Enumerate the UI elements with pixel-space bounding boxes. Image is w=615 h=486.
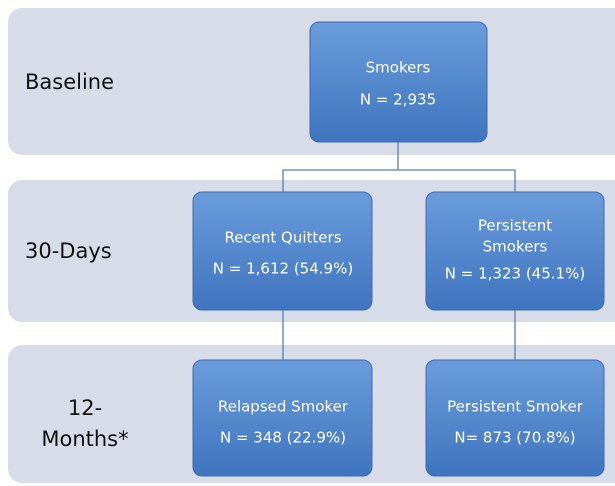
node-title: Persistent — [478, 217, 552, 235]
node-count: N = 1,323 (45.1%) — [445, 265, 585, 283]
node-title: Smokers — [366, 59, 431, 77]
node-title: Smokers — [483, 238, 548, 256]
node-title: Persistent Smoker — [447, 398, 584, 416]
row-label: Months* — [41, 427, 128, 451]
row-label: 12- — [68, 396, 102, 420]
node — [425, 191, 605, 311]
node — [425, 359, 605, 477]
node — [192, 191, 373, 311]
connector — [282, 142, 516, 192]
row-label: 30-Days — [25, 239, 112, 263]
node-title: Relapsed Smoker — [218, 398, 349, 416]
node-count: N= 873 (70.8%) — [454, 429, 575, 447]
node-title: Recent Quitters — [224, 229, 341, 247]
node-count: N = 2,935 — [360, 91, 436, 109]
node — [309, 21, 488, 143]
node — [192, 359, 373, 477]
row-label: Baseline — [25, 70, 114, 94]
node-count: N = 1,612 (54.9%) — [213, 260, 353, 278]
node-count: N = 348 (22.9%) — [220, 429, 346, 447]
